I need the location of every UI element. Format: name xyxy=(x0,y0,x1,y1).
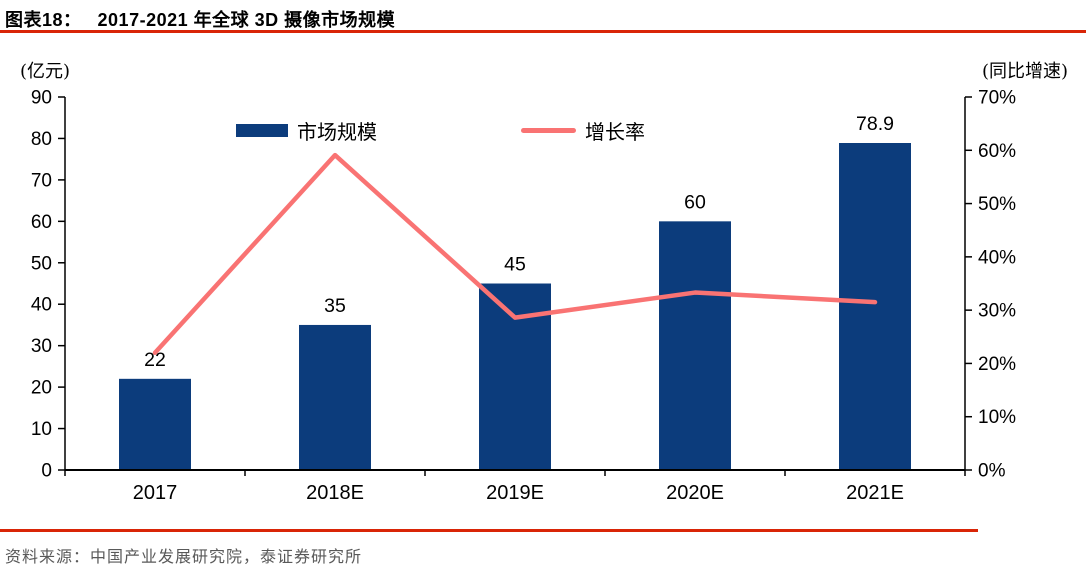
source-note: 资料来源：中国产业发展研究院，泰证券研究所 xyxy=(5,547,363,566)
left-axis-tick-label: 30 xyxy=(31,336,52,357)
x-axis-category-label: 2019E xyxy=(486,482,544,504)
right-axis-tick-label: 70% xyxy=(978,88,1016,109)
market-size-bar xyxy=(299,324,371,470)
bar-value-label: 45 xyxy=(504,254,526,276)
figure-label: 图表18： xyxy=(5,10,82,30)
bar-series-swatch-icon xyxy=(236,123,288,137)
title-divider-rule xyxy=(0,30,1086,33)
x-axis-category-label: 2020E xyxy=(666,482,724,504)
left-axis-tick-label: 20 xyxy=(31,378,52,399)
legend-label-market-size: 市场规模 xyxy=(297,119,377,144)
right-axis-tick-label: 50% xyxy=(978,194,1016,215)
left-axis-tick-label: 50 xyxy=(31,253,52,274)
left-axis-tick-label: 90 xyxy=(31,88,52,109)
footer-divider-rule xyxy=(0,529,978,532)
left-axis-tick-label: 10 xyxy=(31,419,52,440)
right-axis-tick-label: 60% xyxy=(978,141,1016,162)
bar-value-label: 60 xyxy=(684,191,706,213)
bar-value-label: 78.9 xyxy=(856,113,894,135)
left-axis-tick-label: 70 xyxy=(31,170,52,191)
figure-title: 图表18： 2017-2021 年全球 3D 摄像市场规模 xyxy=(5,6,395,32)
bar-value-label: 35 xyxy=(324,295,346,317)
right-axis-tick-label: 40% xyxy=(978,247,1016,268)
x-axis-category-label: 2021E xyxy=(846,482,904,504)
x-axis-category-label: 2018E xyxy=(306,482,364,504)
left-axis-unit-label: (亿元) xyxy=(20,61,71,82)
bar-value-label: 22 xyxy=(144,349,166,371)
figure-title-text: 2017-2021 年全球 3D 摄像市场规模 xyxy=(97,10,396,30)
left-axis-tick-label: 0 xyxy=(41,461,52,482)
right-axis-tick-label: 30% xyxy=(978,301,1016,322)
right-axis-unit-label: (同比增速) xyxy=(981,61,1068,82)
market-size-bar xyxy=(659,221,731,470)
right-axis-tick-label: 20% xyxy=(978,354,1016,375)
right-axis-tick-label: 0% xyxy=(978,461,1006,482)
left-axis-tick-label: 40 xyxy=(31,295,52,316)
market-size-bar xyxy=(839,143,911,470)
legend-item-market-size: 市场规模 xyxy=(236,119,377,144)
x-axis-category-label: 2017 xyxy=(133,482,178,504)
left-axis-tick-label: 80 xyxy=(31,129,52,150)
legend-item-growth-rate: 增长率 xyxy=(521,119,645,144)
right-axis-tick-label: 10% xyxy=(978,407,1016,428)
left-axis-tick-label: 60 xyxy=(31,212,52,233)
legend-label-growth-rate: 增长率 xyxy=(585,119,645,144)
growth-rate-line xyxy=(152,152,878,356)
line-series-swatch-icon xyxy=(521,127,576,133)
market-size-bar xyxy=(479,283,551,470)
market-size-bar xyxy=(119,378,191,470)
